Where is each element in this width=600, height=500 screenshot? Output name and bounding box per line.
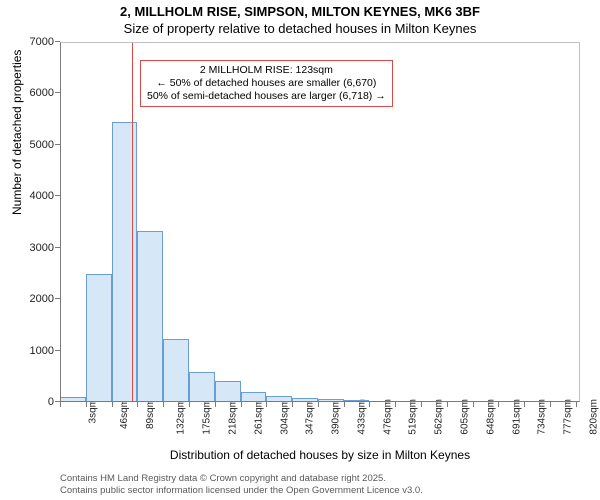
x-tick-label: 734sqm <box>537 399 548 435</box>
x-tick-label: 562sqm <box>434 399 445 435</box>
x-tick-label: 89sqm <box>145 399 156 429</box>
title-line1: 2, MILLHOLM RISE, SIMPSON, MILTON KEYNES… <box>0 4 600 20</box>
x-tick-mark <box>550 402 551 407</box>
x-tick-label: 175sqm <box>202 399 213 435</box>
y-tick-label: 6000 <box>20 87 54 99</box>
x-tick-label: 304sqm <box>279 399 290 435</box>
x-tick-mark <box>112 402 113 407</box>
x-tick-label: 691sqm <box>511 399 522 435</box>
x-tick-mark <box>395 402 396 407</box>
x-tick-mark <box>137 402 138 407</box>
x-tick-mark <box>60 402 61 407</box>
x-tick-label: 476sqm <box>382 399 393 435</box>
x-tick-label: 820sqm <box>589 399 600 435</box>
title-line2: Size of property relative to detached ho… <box>0 21 600 37</box>
x-tick-mark <box>576 402 577 407</box>
x-tick-mark <box>215 402 216 407</box>
x-tick-mark <box>498 402 499 407</box>
x-tick-label: 777sqm <box>563 399 574 435</box>
x-tick-label: 390sqm <box>331 399 342 435</box>
x-tick-mark <box>369 402 370 407</box>
x-tick-mark <box>266 402 267 407</box>
x-tick-label: 605sqm <box>460 399 471 435</box>
x-tick-label: 648sqm <box>485 399 496 435</box>
x-tick-label: 519sqm <box>408 399 419 435</box>
y-tick-label: 3000 <box>20 242 54 254</box>
chart-title-block: 2, MILLHOLM RISE, SIMPSON, MILTON KEYNES… <box>0 4 600 38</box>
x-tick-label: 433sqm <box>356 399 367 435</box>
plot-area: 010002000300040005000600070003sqm46sqm89… <box>60 42 580 402</box>
x-tick-mark <box>524 402 525 407</box>
y-tick-label: 0 <box>20 396 54 408</box>
chart-container: 2, MILLHOLM RISE, SIMPSON, MILTON KEYNES… <box>0 0 600 500</box>
y-tick-label: 5000 <box>20 139 54 151</box>
x-axis-label: Distribution of detached houses by size … <box>60 448 580 462</box>
x-tick-mark <box>344 402 345 407</box>
y-tick-label: 4000 <box>20 190 54 202</box>
x-tick-label: 132sqm <box>176 399 187 435</box>
footer-line1: Contains HM Land Registry data © Crown c… <box>60 473 423 484</box>
x-tick-mark <box>163 402 164 407</box>
x-tick-label: 261sqm <box>253 399 264 435</box>
x-tick-mark <box>421 402 422 407</box>
x-tick-mark <box>473 402 474 407</box>
y-tick-label: 2000 <box>20 293 54 305</box>
footer-line2: Contains public sector information licen… <box>60 485 423 496</box>
x-tick-mark <box>189 402 190 407</box>
plot-border <box>60 42 580 402</box>
x-tick-mark <box>86 402 87 407</box>
x-tick-label: 347sqm <box>305 399 316 435</box>
x-tick-mark <box>241 402 242 407</box>
y-tick-label: 7000 <box>20 36 54 48</box>
x-tick-label: 46sqm <box>119 399 130 429</box>
footer-attribution: Contains HM Land Registry data © Crown c… <box>60 473 423 496</box>
x-tick-label: 218sqm <box>228 399 239 435</box>
x-tick-mark <box>447 402 448 407</box>
y-tick-label: 1000 <box>20 345 54 357</box>
x-tick-mark <box>292 402 293 407</box>
x-tick-label: 3sqm <box>87 399 98 423</box>
x-tick-mark <box>318 402 319 407</box>
